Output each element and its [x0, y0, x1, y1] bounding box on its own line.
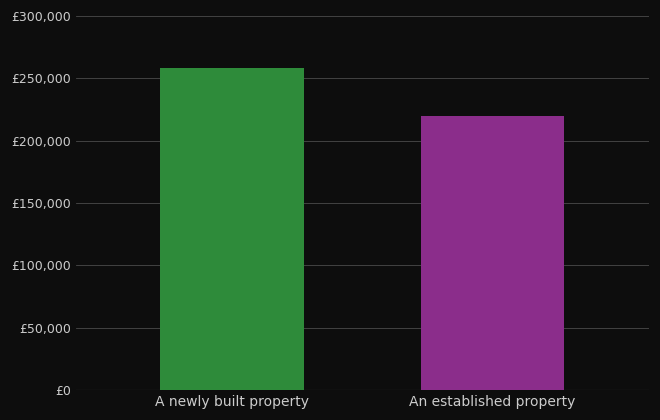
- Bar: [421, 116, 564, 390]
- Bar: [160, 68, 304, 390]
